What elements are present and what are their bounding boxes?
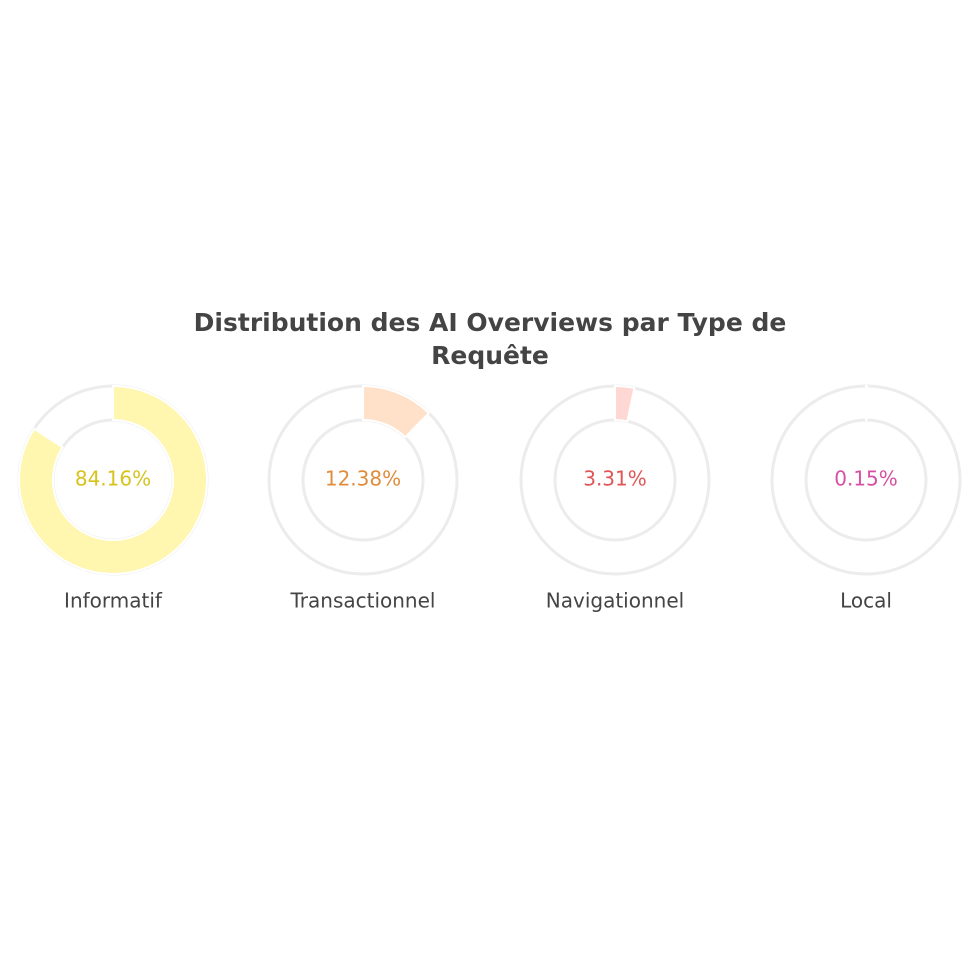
- donut-segment: [18, 384, 208, 575]
- donut-segment: [614, 384, 636, 423]
- donut-segment: [865, 384, 868, 422]
- value-label: 0.15%: [834, 467, 898, 491]
- donut-segment: [362, 384, 431, 439]
- chart-title: Distribution des AI Overviews par Type d…: [193, 308, 787, 370]
- category-label: Local: [840, 589, 892, 613]
- value-label: 12.38%: [325, 467, 401, 491]
- value-label: 84.16%: [75, 467, 151, 491]
- category-label: Navigationnel: [546, 589, 684, 613]
- category-label: Informatif: [64, 589, 163, 613]
- category-label: Transactionnel: [290, 589, 436, 613]
- value-label: 3.31%: [583, 467, 647, 491]
